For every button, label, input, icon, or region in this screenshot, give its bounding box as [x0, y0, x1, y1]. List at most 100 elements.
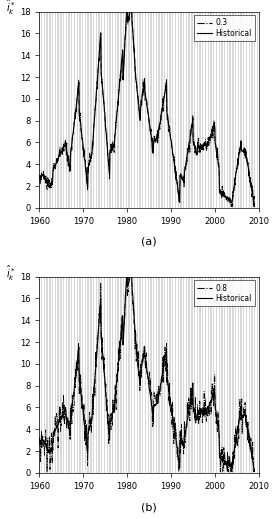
Bar	[227, 11, 228, 208]
Bar	[124, 277, 125, 473]
Bar	[140, 11, 141, 208]
Bar	[142, 277, 143, 473]
Bar	[80, 277, 81, 473]
Bar	[88, 11, 89, 208]
Bar	[199, 11, 200, 208]
Bar	[140, 277, 141, 473]
Bar	[44, 277, 45, 473]
X-axis label: (a): (a)	[141, 237, 157, 247]
Bar	[214, 11, 215, 208]
Bar	[208, 11, 209, 208]
Bar	[246, 277, 247, 473]
Bar	[200, 11, 201, 208]
Bar	[175, 11, 176, 208]
Bar	[77, 11, 78, 208]
Bar	[110, 277, 111, 473]
Bar	[63, 277, 64, 473]
Bar	[257, 277, 258, 473]
Bar	[58, 277, 59, 473]
Bar	[153, 11, 154, 208]
Bar	[243, 11, 244, 208]
Bar	[213, 277, 214, 473]
Bar	[164, 277, 165, 473]
Bar	[203, 11, 204, 208]
Bar	[224, 277, 225, 473]
Bar	[200, 277, 201, 473]
Bar	[192, 11, 193, 208]
Bar	[109, 11, 110, 208]
Bar	[186, 11, 187, 208]
Bar	[222, 277, 223, 473]
Bar	[132, 11, 133, 208]
Bar	[153, 277, 154, 473]
Bar	[117, 11, 118, 208]
Bar	[142, 11, 143, 208]
Bar	[124, 11, 125, 208]
Bar	[102, 11, 103, 208]
Bar	[180, 277, 181, 473]
Bar	[194, 277, 195, 473]
Bar	[145, 11, 146, 208]
Bar	[156, 277, 157, 473]
Bar	[41, 277, 42, 473]
Bar	[213, 11, 214, 208]
Bar	[254, 277, 255, 473]
Bar	[120, 277, 121, 473]
Bar	[197, 277, 198, 473]
Bar	[57, 11, 58, 208]
Bar	[88, 277, 89, 473]
Bar	[137, 277, 138, 473]
Bar	[186, 277, 187, 473]
Y-axis label: $\hat{i}_k^*$: $\hat{i}_k^*$	[6, 0, 15, 18]
Bar	[90, 277, 91, 473]
Bar	[126, 11, 127, 208]
Bar	[240, 277, 241, 473]
Bar	[69, 277, 70, 473]
Bar	[74, 11, 75, 208]
Bar	[115, 277, 116, 473]
Bar	[126, 277, 127, 473]
Bar	[131, 11, 132, 208]
Bar	[235, 277, 236, 473]
Bar	[104, 11, 105, 208]
Bar	[44, 11, 45, 208]
Bar	[221, 11, 222, 208]
Bar	[164, 11, 165, 208]
Bar	[145, 277, 146, 473]
Bar	[71, 277, 72, 473]
Bar	[251, 277, 252, 473]
Bar	[91, 277, 92, 473]
Bar	[80, 11, 81, 208]
Bar	[104, 277, 105, 473]
Bar	[191, 11, 192, 208]
Bar	[107, 11, 108, 208]
Bar	[128, 11, 129, 208]
Bar	[196, 11, 197, 208]
Bar	[129, 11, 130, 208]
Bar	[178, 11, 179, 208]
Bar	[199, 277, 200, 473]
Bar	[98, 277, 99, 473]
Bar	[192, 277, 193, 473]
Bar	[117, 277, 118, 473]
Bar	[181, 11, 182, 208]
Bar	[224, 11, 225, 208]
Bar	[161, 277, 162, 473]
Bar	[233, 11, 234, 208]
Bar	[120, 11, 121, 208]
Bar	[188, 11, 189, 208]
Bar	[79, 277, 80, 473]
Bar	[208, 277, 209, 473]
Bar	[150, 277, 151, 473]
Bar	[113, 277, 114, 473]
Bar	[121, 277, 122, 473]
Bar	[115, 11, 116, 208]
Bar	[148, 277, 149, 473]
Bar	[225, 277, 226, 473]
Bar	[46, 277, 47, 473]
Bar	[60, 277, 61, 473]
Bar	[134, 11, 135, 208]
Bar	[197, 11, 198, 208]
Bar	[77, 277, 78, 473]
Bar	[47, 277, 48, 473]
